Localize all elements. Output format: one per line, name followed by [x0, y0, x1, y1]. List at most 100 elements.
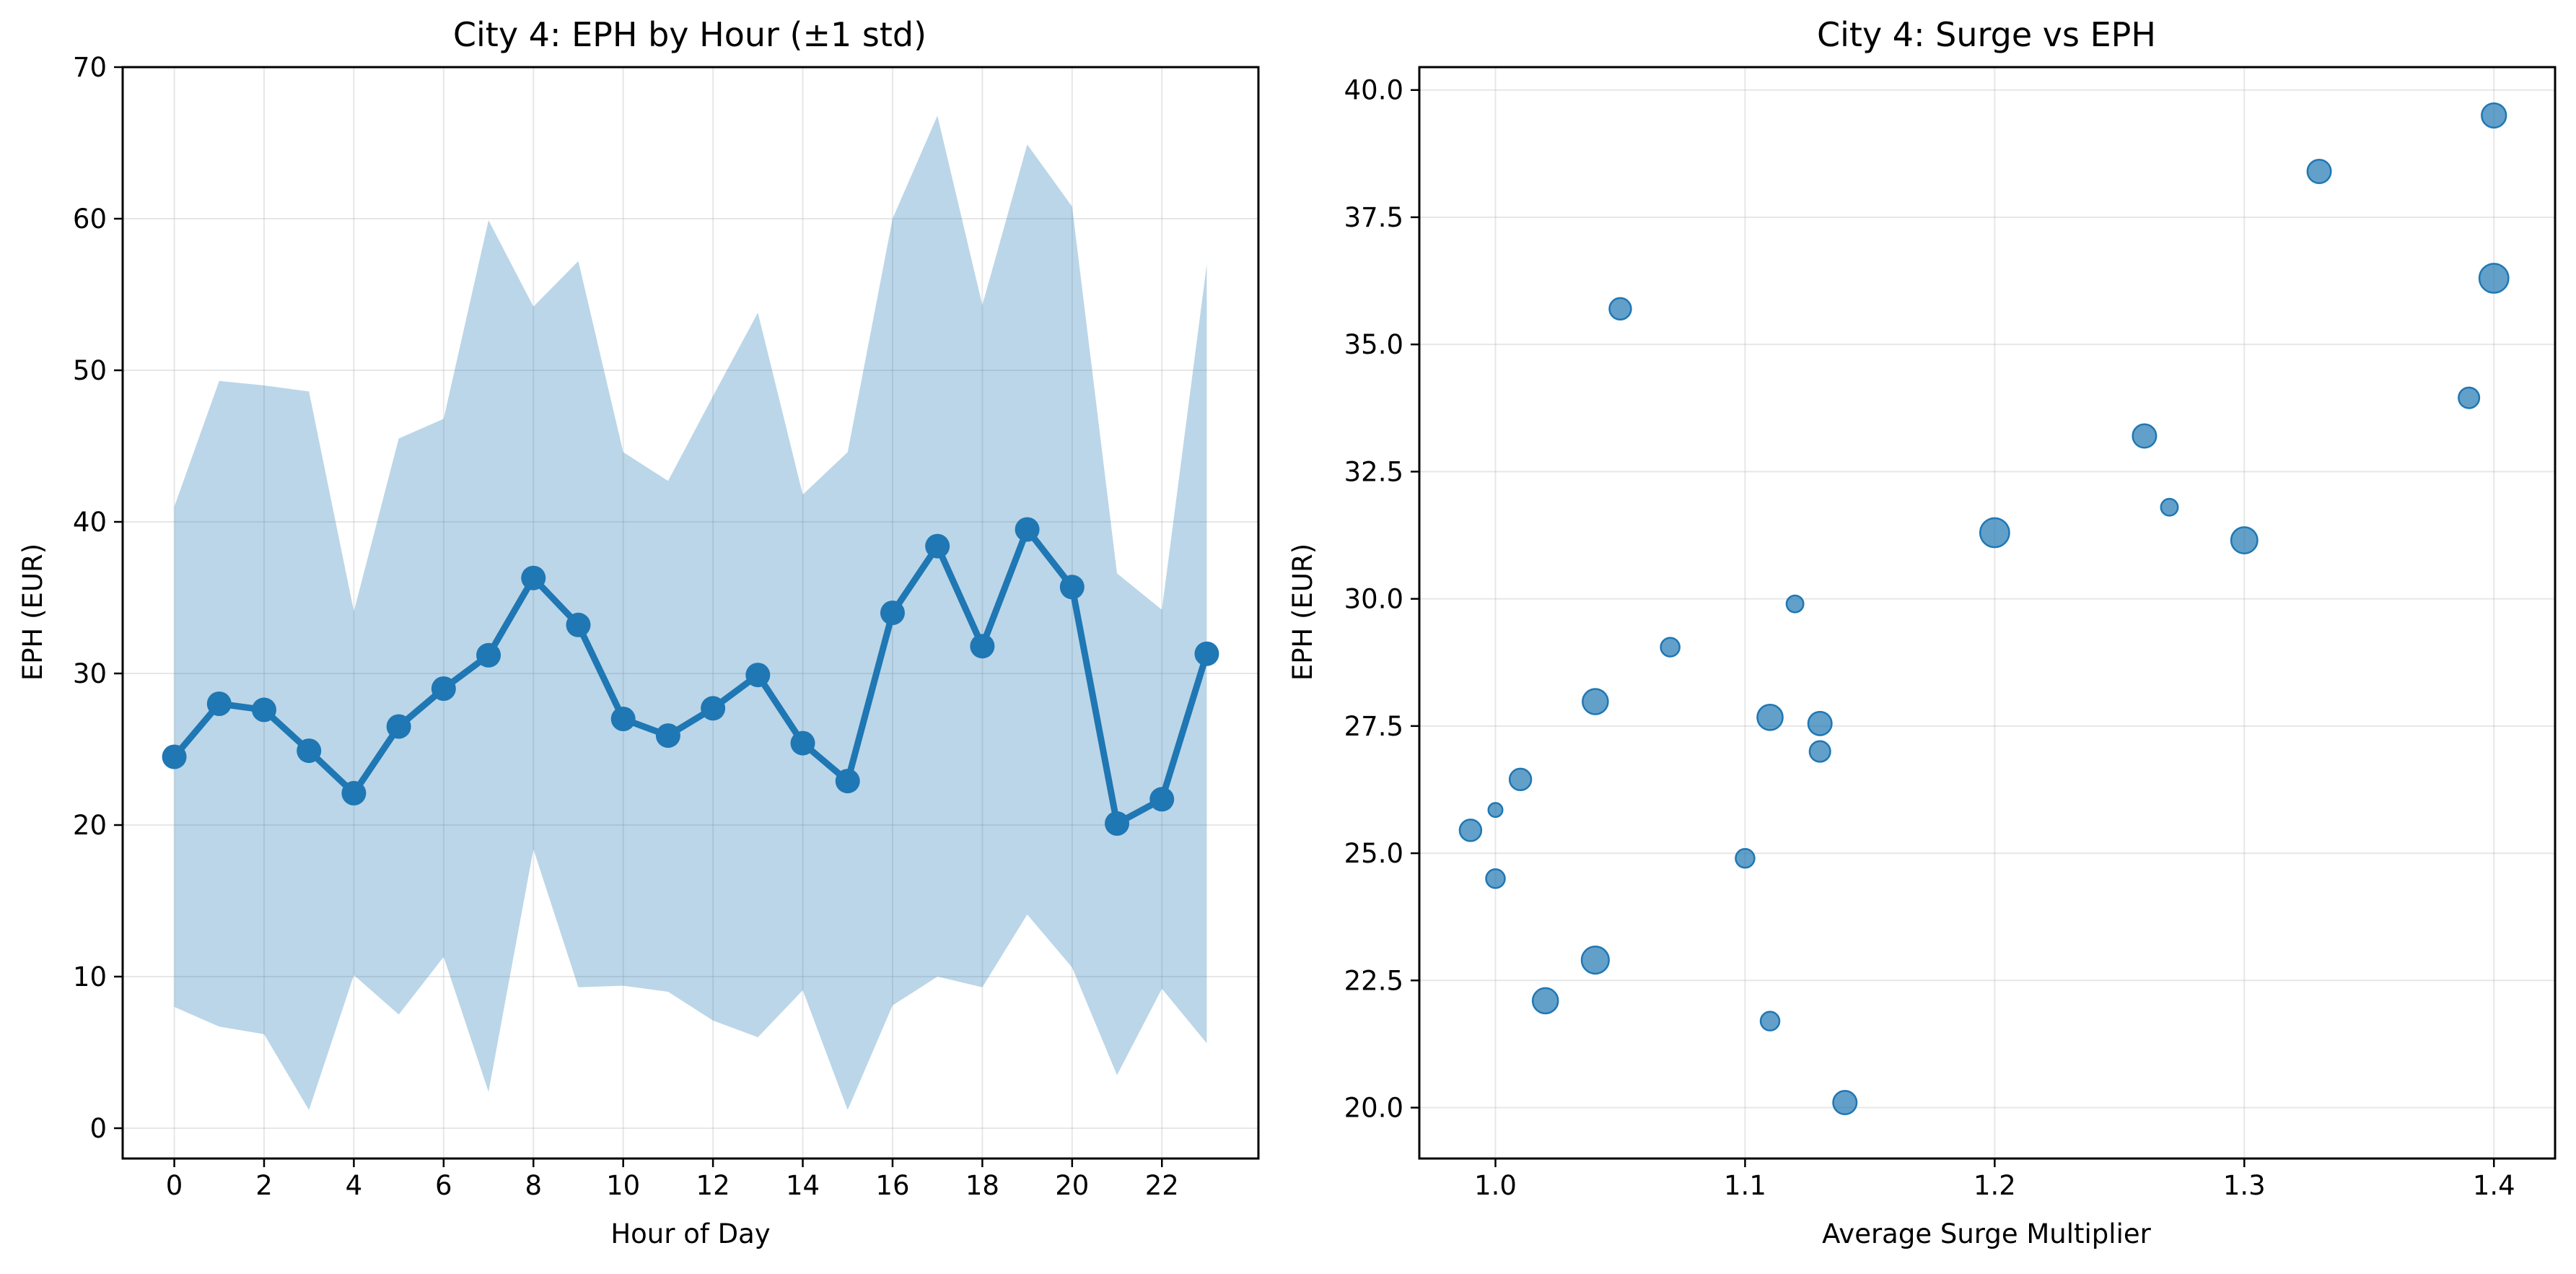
eph-hour-point [701, 696, 726, 721]
surge-vs-eph-plot-area [1458, 102, 2510, 1115]
surge-eph-point [1580, 945, 1610, 975]
surge-eph-point [1735, 847, 1756, 869]
surge-vs-eph-y-tick-label: 37.5 [1344, 202, 1403, 233]
surge-vs-eph-x-axis-label: Average Surge Multiplier [1822, 1218, 2151, 1249]
eph-by-hour-y-tick-label: 30 [73, 658, 107, 689]
surge-vs-eph-x-tick-label: 1.4 [2473, 1170, 2515, 1201]
eph-by-hour-grid [123, 66, 1258, 1159]
surge-eph-point [2160, 497, 2179, 517]
eph-by-hour-y-tick-label: 20 [73, 810, 107, 841]
eph-by-hour-x-tick-label: 0 [166, 1170, 183, 1201]
surge-eph-point [1660, 637, 1681, 658]
surge-eph-point [2306, 159, 2332, 185]
surge-vs-eph-axes-frame [1418, 66, 2557, 1160]
surge-eph-point [1756, 704, 1784, 731]
surge-eph-point [1759, 1011, 1781, 1031]
eph-hour-point [1059, 575, 1085, 600]
eph-hour-point [925, 533, 950, 559]
eph-by-hour-x-axis-label: Hour of Day [610, 1218, 770, 1249]
eph-by-hour-x-tick-label: 2 [255, 1170, 273, 1201]
eph-by-hour-plot-area [162, 115, 1219, 1110]
surge-vs-eph-y-tick-label: 27.5 [1344, 711, 1403, 742]
eph-by-hour-x-tick-label: 14 [786, 1170, 820, 1201]
surge-eph-point [1508, 767, 1533, 792]
eph-hour-point [341, 780, 367, 806]
surge-eph-point [2132, 423, 2157, 449]
eph-hour-point [251, 697, 276, 723]
surge-vs-eph-y-tick-label: 22.5 [1344, 965, 1403, 996]
eph-by-hour-x-tick-label: 20 [1055, 1170, 1089, 1201]
eph-hour-point [1015, 517, 1040, 542]
eph-hour-point [655, 723, 680, 749]
surge-vs-eph-chart: City 4: Surge vs EPH 1.0 1.1 1.2 1.3 1.4 20.0… [1287, 15, 2557, 1249]
eph-hour-point [386, 714, 411, 739]
surge-eph-point [1832, 1089, 1858, 1115]
eph-by-hour-axes-frame [121, 66, 1260, 1160]
surge-vs-eph-x-tick-label: 1.0 [1474, 1170, 1517, 1201]
surge-eph-point [1485, 868, 1506, 889]
eph-by-hour-title: City 4: EPH by Hour (±1 std) [453, 15, 926, 54]
surge-eph-point [1808, 740, 1831, 763]
eph-by-hour-ticks: 0 2 4 6 8 10 12 14 16 18 20 22 0 10 20 30 40 50 60 70 [73, 52, 1179, 1201]
surge-vs-eph-x-tick-label: 1.2 [1973, 1170, 2016, 1201]
surge-eph-point [1582, 688, 1609, 715]
eph-hour-point [880, 601, 905, 625]
surge-eph-point [1531, 987, 1559, 1015]
surge-eph-point [2458, 386, 2481, 409]
eph-hour-point [610, 707, 636, 731]
surge-vs-eph-title: City 4: Surge vs EPH [1817, 15, 2156, 54]
surge-vs-eph-y-axis-label: EPH (EUR) [1287, 544, 1318, 681]
surge-eph-point [2481, 102, 2507, 129]
eph-hour-point [162, 744, 187, 769]
surge-vs-eph-y-tick-label: 35.0 [1344, 329, 1403, 360]
surge-eph-point [1487, 802, 1504, 819]
eph-by-hour-x-tick-label: 10 [606, 1170, 640, 1201]
eph-by-hour-x-tick-label: 22 [1145, 1170, 1179, 1201]
eph-by-hour-y-tick-label: 50 [73, 355, 107, 386]
eph-by-hour-y-tick-label: 70 [73, 52, 107, 83]
eph-hour-point [297, 738, 322, 764]
eph-by-hour-chart: City 4: EPH by Hour (±1 std) 0 2 4 6 8 10 12 14… [17, 15, 1260, 1249]
surge-vs-eph-y-tick-label: 30.0 [1344, 584, 1403, 615]
eph-by-hour-x-tick-label: 16 [875, 1170, 909, 1201]
eph-by-hour-y-tick-label: 10 [73, 961, 107, 992]
eph-hour-point [745, 663, 771, 688]
surge-eph-point [1608, 297, 1632, 321]
eph-hour-point [476, 642, 501, 668]
surge-vs-eph-y-tick-label: 25.0 [1344, 838, 1403, 869]
eph-by-hour-x-tick-label: 18 [965, 1170, 999, 1201]
surge-eph-point [1979, 517, 2010, 549]
surge-vs-eph-y-tick-label: 20.0 [1344, 1093, 1403, 1124]
eph-by-hour-y-tick-label: 0 [89, 1113, 107, 1144]
eph-hour-point [206, 691, 232, 716]
surge-vs-eph-x-tick-label: 1.1 [1724, 1170, 1766, 1201]
surge-eph-point [1807, 710, 1833, 736]
std-band [174, 115, 1207, 1110]
eph-hour-point [566, 612, 591, 637]
surge-vs-eph-ticks: 1.0 1.1 1.2 1.3 1.4 20.0 22.5 25.0 27.5 30.0 32.5 3… [1344, 75, 2515, 1201]
eph-by-hour-x-tick-label: 12 [696, 1170, 730, 1201]
eph-hour-point [521, 565, 546, 590]
surge-eph-point [1458, 819, 1483, 842]
surge-vs-eph-y-tick-label: 32.5 [1344, 456, 1403, 487]
eph-hour-point [970, 634, 995, 659]
eph-by-hour-y-tick-label: 40 [73, 507, 107, 538]
eph-hour-point [431, 676, 456, 701]
surge-vs-eph-x-tick-label: 1.3 [2223, 1170, 2266, 1201]
eph-by-hour-x-tick-label: 8 [525, 1170, 542, 1201]
eph-hour-point [790, 730, 815, 756]
surge-vs-eph-y-tick-label: 40.0 [1344, 75, 1403, 106]
eph-by-hour-x-tick-label: 6 [435, 1170, 452, 1201]
surge-eph-point [2230, 526, 2259, 555]
surge-eph-point [2478, 263, 2510, 294]
surge-eph-point [1785, 594, 1805, 614]
eph-by-hour-y-tick-label: 60 [73, 204, 107, 235]
eph-hour-point [835, 769, 860, 794]
eph-hour-point [1105, 811, 1130, 836]
eph-hour-point [1149, 787, 1175, 812]
surge-vs-eph-grid [1419, 67, 2555, 1159]
eph-hour-point [1194, 641, 1219, 666]
eph-by-hour-y-axis-label: EPH (EUR) [17, 544, 48, 681]
